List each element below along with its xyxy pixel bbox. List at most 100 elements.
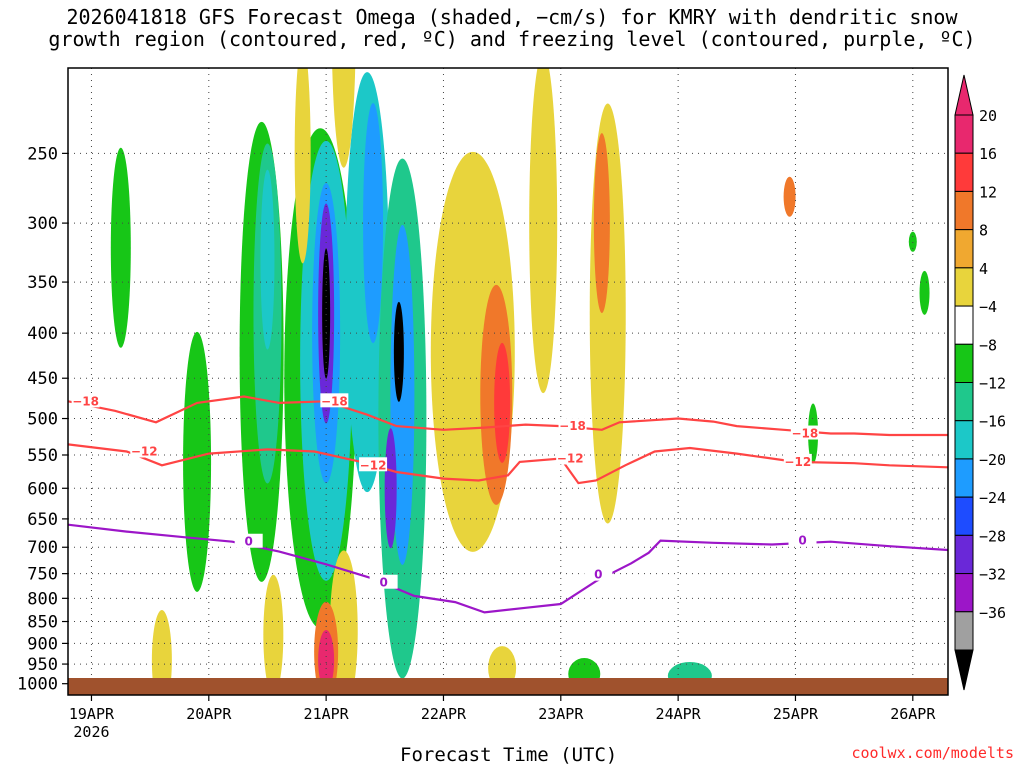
contour-line: [68, 443, 948, 485]
x-tick-sublabel: 2026: [73, 723, 109, 741]
shade-orange: [783, 176, 796, 217]
shade-magenta: [318, 630, 335, 691]
contour-label-bg: [558, 418, 587, 433]
contour-label-bg: [130, 443, 159, 458]
x-tick-label: 19APR: [69, 705, 115, 723]
x-tick-label: 22APR: [421, 705, 467, 723]
colorbar: 20 16 12 8 4 −4 −8 −12 −16 −20 −24 −28 −32 −36: [954, 74, 1006, 691]
y-tick-label: 500: [27, 410, 58, 430]
colorbar-swatch: [954, 611, 974, 651]
contour-label: 0: [245, 535, 253, 549]
colorbar-level-label: −20: [979, 451, 1006, 469]
y-tick-label: 950: [27, 655, 58, 675]
colorbar-swatch: [954, 382, 974, 422]
colorbar-swatch: [954, 190, 974, 231]
colorbar-level-label: 4: [979, 260, 988, 278]
contours: −18 −18 −18 −18 −12 −12 −12 −12 0 0 0 0: [68, 393, 948, 614]
shade-yellow: [529, 68, 558, 394]
shade-yellow: [332, 68, 356, 168]
colorbar-level-label: −12: [979, 375, 1006, 393]
x-axis-title: Forecast Time (UTC): [400, 744, 618, 766]
colorbar-level-label: −16: [979, 413, 1006, 431]
y-tick-label: 550: [27, 446, 58, 466]
colorbar-level-label: −4: [979, 298, 997, 316]
shade-black: [393, 301, 404, 402]
colorbar-swatch: [954, 573, 974, 613]
contour-label: 0: [379, 576, 387, 590]
x-tick-label: 26APR: [890, 705, 936, 723]
colorbar-level-label: 8: [979, 222, 988, 240]
y-tick-label: 1000: [17, 675, 58, 695]
contour-label-bg: [556, 450, 585, 465]
colorbar-level-label: 12: [979, 183, 997, 201]
colorbar-swatch: [954, 229, 974, 269]
contour-label-bg: [71, 393, 100, 408]
y-tick-label: 600: [27, 479, 58, 499]
colorbar-swatch: [954, 496, 974, 536]
colorbar-bottom-arrow: [954, 649, 974, 691]
shade-cyan: [260, 169, 275, 350]
colorbar-swatch: [954, 267, 974, 307]
title-line-1: 2026041818 GFS Forecast Omega (shaded, −…: [66, 5, 958, 29]
contour-label: −18: [321, 394, 348, 408]
shade-yellow: [151, 610, 172, 695]
contour-label: −12: [131, 444, 158, 458]
contour-label-bg: [320, 393, 349, 408]
contour-label-bg: [369, 574, 398, 589]
contour-label: −18: [72, 394, 99, 408]
colorbar-swatch: [954, 152, 974, 192]
y-axis-ticks: 2503003504004505005506006507007508008509…: [17, 144, 68, 695]
contour-label: −12: [784, 455, 811, 469]
shade-green: [183, 331, 212, 592]
plot-frame: [67, 67, 949, 696]
colorbar-swatch: [954, 305, 974, 345]
contour-label: 0: [798, 534, 806, 548]
contour-label-bg: [359, 457, 388, 472]
shade-red: [494, 342, 511, 463]
colorbar-swatch: [954, 458, 974, 498]
terrain-band: [68, 678, 948, 695]
colorbar-swatch: [954, 420, 974, 460]
contour-label: −18: [791, 427, 818, 441]
x-tick-label: 23APR: [538, 705, 584, 723]
contour-label: −12: [557, 451, 584, 465]
colorbar-level-label: −32: [979, 566, 1006, 584]
colorbar-level-label: −28: [979, 527, 1006, 545]
shade-yellow: [263, 574, 284, 695]
contour-label: −12: [360, 458, 387, 472]
shade-yellow: [294, 68, 311, 264]
colorbar-level-label: −36: [979, 604, 1006, 622]
shade-black: [322, 248, 331, 379]
y-tick-label: 900: [27, 634, 58, 654]
omega-shading: [110, 68, 930, 695]
y-tick-label: 250: [27, 144, 58, 164]
colorbar-level-label: 20: [979, 107, 997, 125]
shade-blue: [363, 103, 384, 344]
colorbar-level-label: −24: [979, 489, 1006, 507]
y-tick-label: 450: [27, 369, 58, 389]
y-tick-label: 400: [27, 324, 58, 344]
shade-green: [908, 231, 917, 252]
contour-label-bg: [790, 425, 819, 440]
shade-green: [110, 147, 131, 348]
chart-title: 2026041818 GFS Forecast Omega (shaded, −…: [0, 6, 1024, 50]
source-credit: coolwx.com/modelts: [851, 744, 1014, 762]
contour-label: −18: [559, 419, 586, 433]
x-tick-label: 20APR: [186, 705, 232, 723]
contour-label-bg: [788, 532, 817, 547]
contour-label: 0: [594, 568, 602, 582]
colorbar-swatch: [954, 114, 974, 154]
shade-green: [919, 270, 930, 315]
y-tick-label: 850: [27, 613, 58, 633]
x-tick-label: 25APR: [773, 705, 819, 723]
colorbar-level-label: 16: [979, 145, 997, 163]
y-tick-label: 350: [27, 273, 58, 293]
y-tick-label: 650: [27, 510, 58, 530]
contour-label-bg: [584, 566, 613, 581]
shade-purple: [384, 428, 397, 549]
title-line-2: growth region (contoured, red, ºC) and f…: [48, 27, 976, 51]
y-tick-label: 750: [27, 565, 58, 585]
shade-orange: [593, 133, 610, 314]
